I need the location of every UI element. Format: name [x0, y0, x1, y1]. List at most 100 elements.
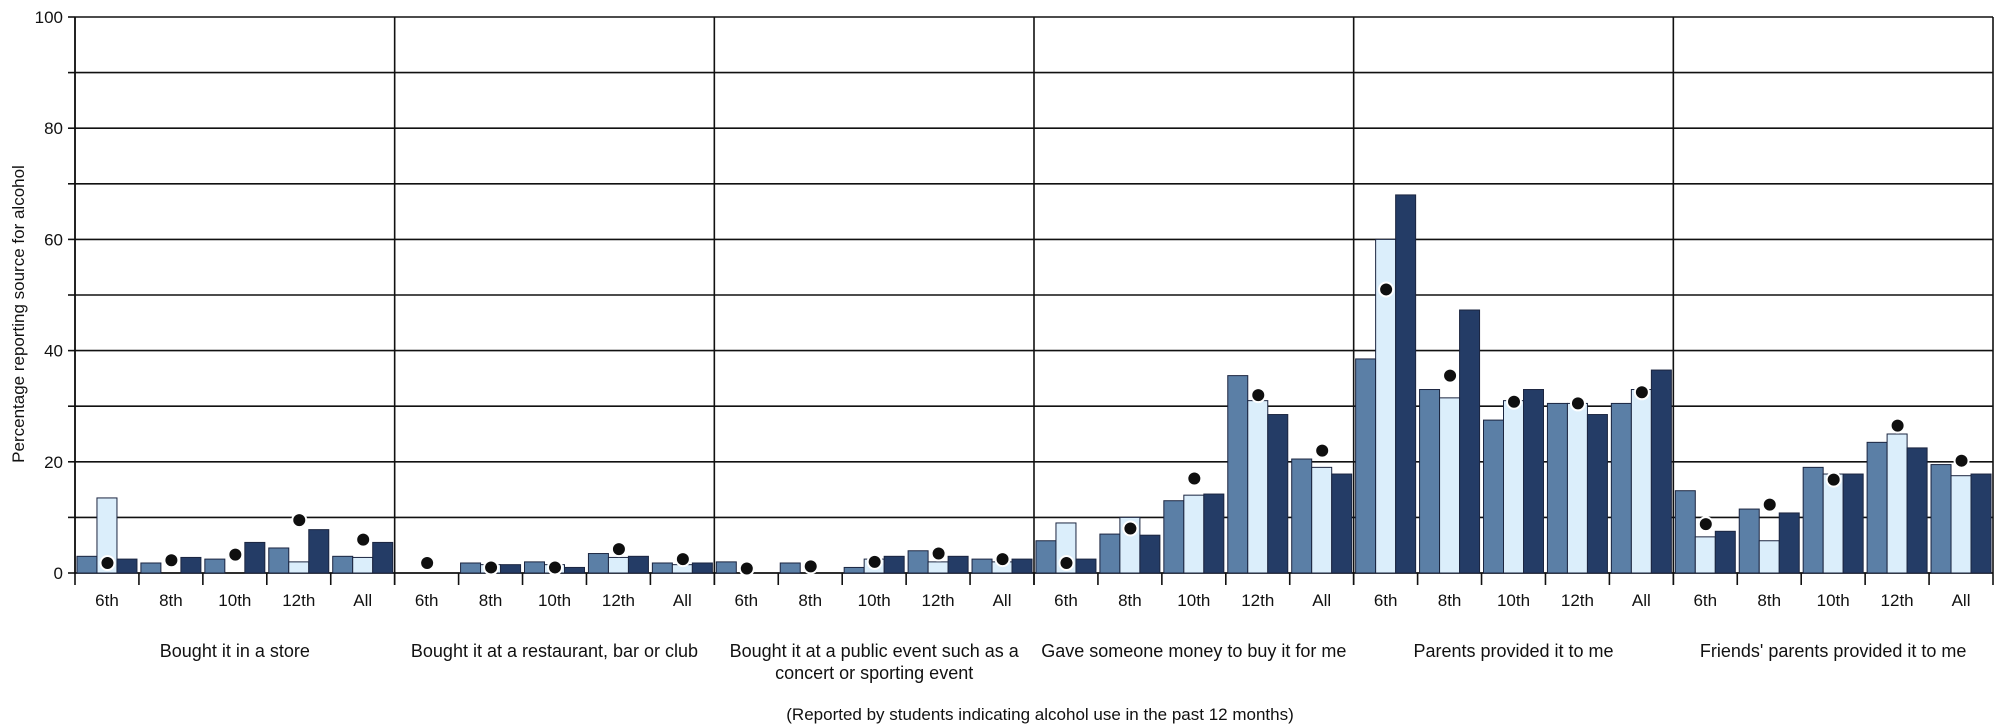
dot-marker	[227, 546, 244, 563]
bar	[1714, 530, 1736, 574]
bar	[1610, 402, 1632, 574]
bar	[1802, 466, 1824, 574]
bar	[1503, 400, 1524, 574]
category-label: 12th	[922, 591, 955, 610]
category-label: 10th	[218, 591, 251, 610]
dot-marker	[1186, 470, 1203, 487]
bar-layer	[76, 194, 1992, 574]
category-label: 12th	[1241, 591, 1274, 610]
category-label: All	[1952, 591, 1971, 610]
dot-marker	[1442, 367, 1459, 384]
dot-marker	[1953, 452, 1970, 469]
dot-marker	[1825, 471, 1842, 488]
category-label: All	[673, 591, 692, 610]
bar	[96, 497, 118, 574]
bar	[1355, 358, 1377, 574]
bar	[1674, 490, 1696, 574]
dot-marker	[355, 531, 372, 548]
dot-marker	[1314, 442, 1331, 459]
dot-layer	[99, 281, 1970, 577]
bar	[1311, 466, 1333, 574]
bar	[1075, 558, 1097, 574]
category-label: 12th	[1561, 591, 1594, 610]
dot-marker	[610, 541, 627, 558]
bar	[268, 547, 290, 574]
category-label: All	[1632, 591, 1651, 610]
dot-marker	[547, 559, 563, 576]
category-label: 8th	[1438, 591, 1462, 610]
bar	[715, 561, 737, 574]
bar	[587, 553, 609, 574]
bar	[1546, 402, 1568, 574]
bar	[1035, 540, 1057, 574]
bar	[1950, 475, 1972, 574]
dot-marker	[1506, 393, 1522, 410]
bar	[1227, 375, 1249, 574]
bar	[1267, 414, 1289, 574]
category-label: 6th	[95, 591, 119, 610]
bar	[843, 566, 865, 574]
bar	[244, 541, 266, 574]
bar	[500, 564, 522, 574]
bar	[1842, 473, 1864, 574]
dot-marker	[930, 545, 947, 562]
bar	[352, 556, 374, 574]
category-label: 6th	[415, 591, 439, 610]
bar	[779, 562, 801, 574]
category-label: 8th	[1118, 591, 1142, 610]
bar	[1822, 473, 1844, 574]
bar	[1566, 402, 1588, 574]
bar	[1866, 441, 1888, 574]
category-label: 10th	[858, 591, 891, 610]
category-label: 10th	[1497, 591, 1530, 610]
bar	[564, 566, 585, 574]
group-label: Friends' parents provided it to me	[1700, 641, 1967, 661]
category-label: 6th	[734, 591, 758, 610]
bar	[308, 529, 330, 574]
dot-marker	[1889, 417, 1906, 434]
grid-layer	[68, 16, 1994, 585]
dot-marker	[1633, 384, 1650, 401]
bar	[1630, 389, 1652, 574]
y-tick-label: 20	[44, 453, 63, 472]
bar	[1930, 464, 1952, 574]
bar	[1395, 194, 1417, 574]
dot-marker	[1761, 496, 1778, 513]
y-tick-label: 100	[35, 8, 63, 27]
y-axis-title: Percentage reporting source for alcohol	[9, 165, 28, 463]
category-label: 10th	[1177, 591, 1210, 610]
bar	[1650, 369, 1672, 574]
bar	[691, 562, 713, 574]
bar	[1758, 540, 1780, 574]
bar	[1886, 433, 1908, 574]
bar	[1291, 458, 1313, 574]
bar	[651, 562, 673, 574]
bar	[927, 561, 949, 574]
bar	[1139, 534, 1161, 574]
dot-marker	[802, 558, 819, 575]
dot-marker	[291, 512, 308, 529]
dot-marker	[1250, 387, 1267, 404]
bar	[372, 541, 394, 574]
x-axis-title: (Reported by students indicating alcohol…	[786, 705, 1293, 724]
bar	[971, 558, 993, 574]
category-label: All	[1312, 591, 1331, 610]
category-label: 12th	[602, 591, 635, 610]
bar	[204, 558, 226, 574]
category-label: 6th	[1693, 591, 1717, 610]
dot-marker	[738, 560, 755, 577]
bar	[1419, 389, 1441, 574]
bar	[1694, 536, 1716, 574]
category-label: 8th	[1757, 591, 1781, 610]
bar	[627, 555, 649, 574]
dot-marker	[1058, 554, 1075, 571]
bar	[907, 550, 929, 574]
bar	[1483, 419, 1504, 574]
bar	[76, 555, 98, 574]
bar	[140, 562, 162, 574]
category-label: 10th	[1817, 591, 1850, 610]
bar	[1163, 500, 1185, 574]
dot-marker	[866, 553, 883, 570]
category-label: 8th	[159, 591, 183, 610]
